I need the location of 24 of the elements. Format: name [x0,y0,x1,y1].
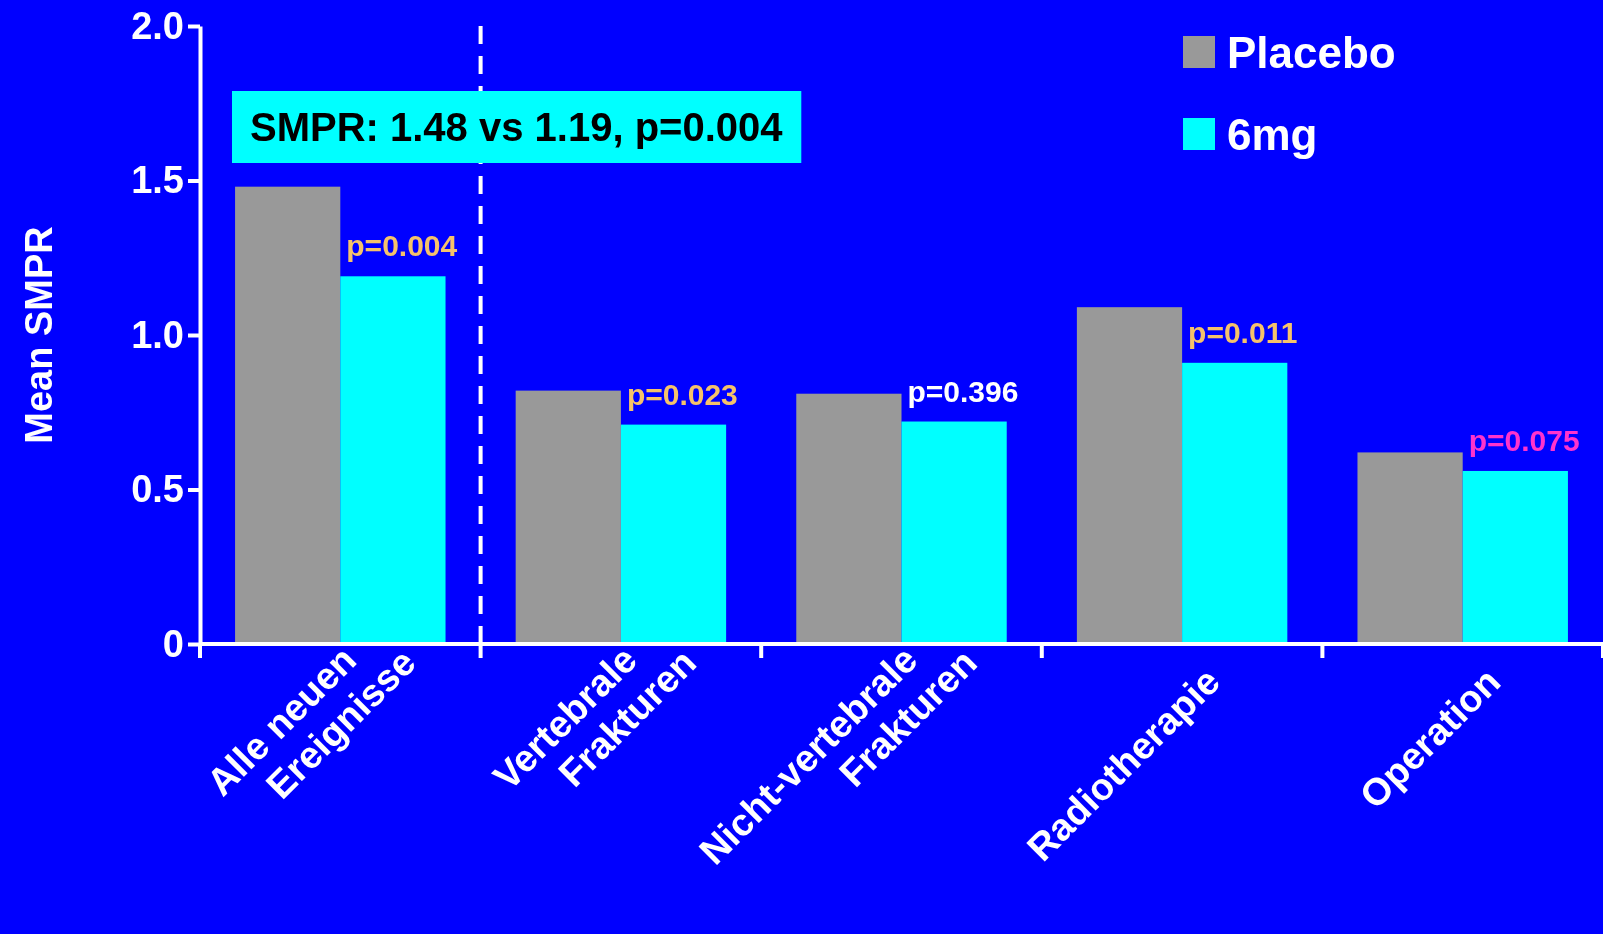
legend-label: 6mg [1227,110,1318,159]
annotation: SMPR: 1.48 vs 1.19, p=0.004 [250,105,784,149]
bar [901,421,1007,644]
annotation: p=0.396 [907,374,1019,408]
y-axis-title: Mean SMPR [18,226,60,444]
annotation: p=0.004 [346,229,458,263]
bar [1076,307,1183,644]
y-tick-label: 1.0 [131,313,184,356]
bar [1182,362,1288,644]
y-tick-label: 1.5 [131,159,184,202]
annotation: p=0.075 [1468,423,1580,457]
y-tick-label: 0 [162,622,184,665]
annotation: p=0.011 [1188,315,1298,349]
annotation: p=0.023 [626,377,738,411]
legend-label: Placebo [1227,28,1396,77]
bar [515,390,621,644]
bar [235,186,341,644]
bar [1462,470,1568,644]
bar [620,424,727,644]
y-tick-label: 0.5 [131,468,184,511]
y-tick-label: 2.0 [131,4,184,47]
bar [796,393,902,644]
bar [340,276,446,644]
bar [1357,452,1463,644]
